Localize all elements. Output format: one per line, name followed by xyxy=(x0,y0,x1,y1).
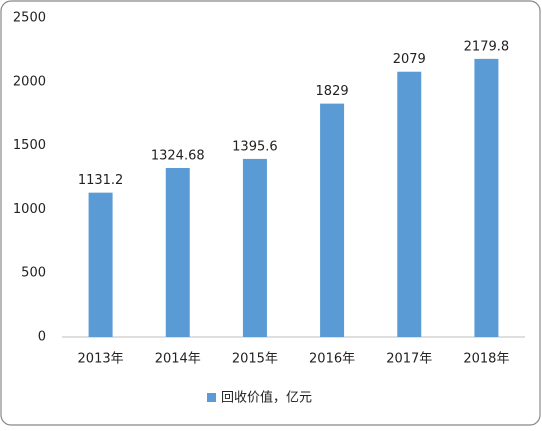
x-tick-label: 2017年 xyxy=(386,352,432,367)
data-label: 1131.2 xyxy=(78,173,124,188)
y-tick-label: 1500 xyxy=(13,138,46,153)
x-tick-label: 2015年 xyxy=(232,352,278,367)
bar xyxy=(165,167,190,337)
bar xyxy=(474,58,499,338)
y-tick-label: 500 xyxy=(21,266,46,281)
x-tick-label: 2013年 xyxy=(78,352,124,367)
bar xyxy=(242,158,267,337)
bar xyxy=(397,71,422,337)
legend-label: 回收价值，亿元 xyxy=(221,390,312,406)
data-label: 1324.68 xyxy=(151,148,205,163)
x-tick-label: 2014年 xyxy=(155,352,201,367)
x-tick-label: 2016年 xyxy=(309,352,355,367)
data-label: 1829 xyxy=(316,84,349,99)
y-tick-label: 0 xyxy=(38,330,46,345)
data-label: 1395.6 xyxy=(232,139,278,154)
data-label: 2079 xyxy=(393,52,426,67)
bar xyxy=(320,103,345,337)
y-tick-label: 1000 xyxy=(13,202,46,217)
data-label: 2179.8 xyxy=(464,39,510,54)
legend-swatch xyxy=(207,393,216,402)
y-tick-label: 2000 xyxy=(13,74,46,89)
x-tick-label: 2018年 xyxy=(463,352,509,367)
bar xyxy=(88,192,113,337)
y-tick-label: 2500 xyxy=(13,11,46,26)
